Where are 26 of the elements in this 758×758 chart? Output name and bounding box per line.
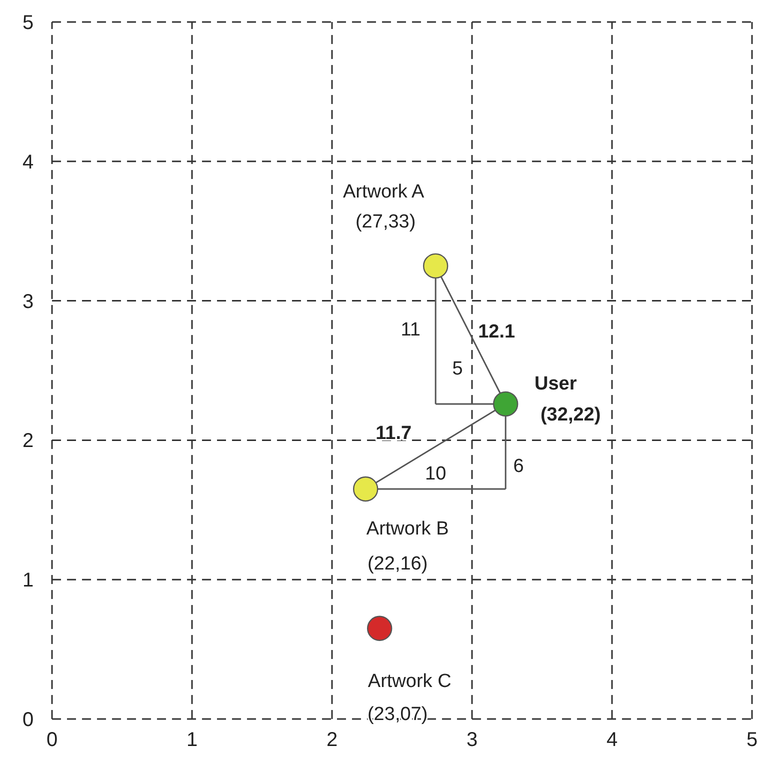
y-tick-label: 2 (22, 430, 34, 452)
x-tick-label: 0 (46, 729, 58, 751)
x-tick-label: 2 (326, 729, 338, 751)
series-label: Artwork B (366, 518, 449, 540)
annotation: (27,33) (356, 212, 416, 233)
annotation: 5 (452, 358, 463, 380)
annotation: 11 (400, 320, 420, 341)
annotation: 10 (425, 464, 446, 485)
x-tick-label: 3 (466, 729, 478, 751)
series-label: Artwork C (368, 671, 452, 692)
y-tick-label: 5 (22, 12, 34, 34)
annotation: 11.7 (376, 423, 412, 444)
y-tick-label: 1 (22, 570, 34, 592)
annotation: (32,22) (540, 404, 601, 426)
x-tick-label: 5 (746, 729, 758, 751)
x-tick-label: 1 (186, 729, 198, 751)
text: Artwork A (342, 182, 425, 203)
y-tick-label: 4 (22, 151, 34, 174)
y-tick-label: 0 (22, 709, 34, 731)
y-tick-label: 3 (22, 290, 34, 313)
annotation: 12.1 (478, 322, 516, 343)
x-tick-label: 4 (606, 729, 618, 751)
annotation: (23,07) (368, 704, 428, 726)
annotation: 6 (513, 456, 524, 478)
series-label: User (534, 374, 578, 395)
annotation: (22,16) (368, 554, 428, 575)
